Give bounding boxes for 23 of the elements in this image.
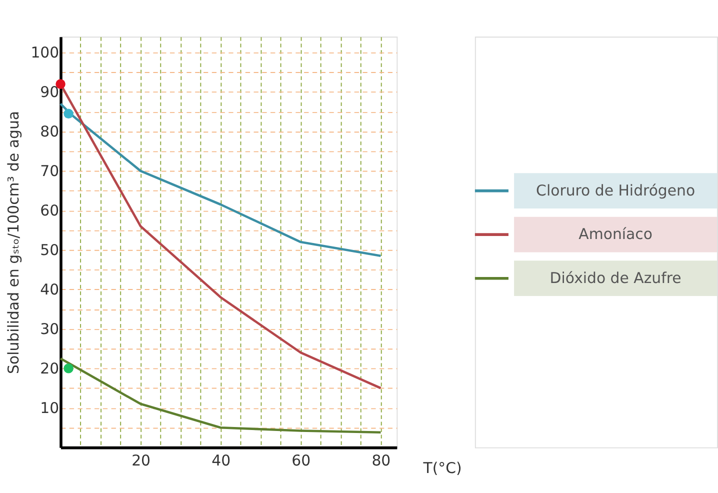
point xyxy=(64,364,74,374)
x-axis-title: T(°C) xyxy=(422,458,462,477)
point xyxy=(64,108,74,119)
y-tick-label: 60 xyxy=(40,202,60,220)
y-axis-title: Solubilidad en gₛₜₒ/100cm³ de agua xyxy=(4,110,23,374)
y-tick-label: 20 xyxy=(40,360,60,378)
line-series xyxy=(59,357,382,434)
y-tick-label: 100 xyxy=(30,44,60,62)
y-tick-label: 70 xyxy=(40,162,60,180)
legend-label: Cloruro de Hidrógeno xyxy=(536,181,696,200)
y-tick-label: 80 xyxy=(40,122,60,141)
x-tick-label: 20 xyxy=(132,452,151,470)
text: Dióxido de Azufre xyxy=(550,268,682,287)
x-tick-label: 60 xyxy=(292,452,311,470)
y-tick-label: 40 xyxy=(40,280,60,299)
y-tick-label: 30 xyxy=(40,320,60,338)
y-tick-label: 50 xyxy=(40,241,60,260)
x-tick-label: 80 xyxy=(372,452,391,470)
y-tick-label: 90 xyxy=(40,83,60,102)
line-series xyxy=(59,102,382,257)
text: Amoníaco xyxy=(578,225,652,244)
x-tick-label: 40 xyxy=(212,452,231,470)
y-tick-label: 10 xyxy=(40,398,60,417)
